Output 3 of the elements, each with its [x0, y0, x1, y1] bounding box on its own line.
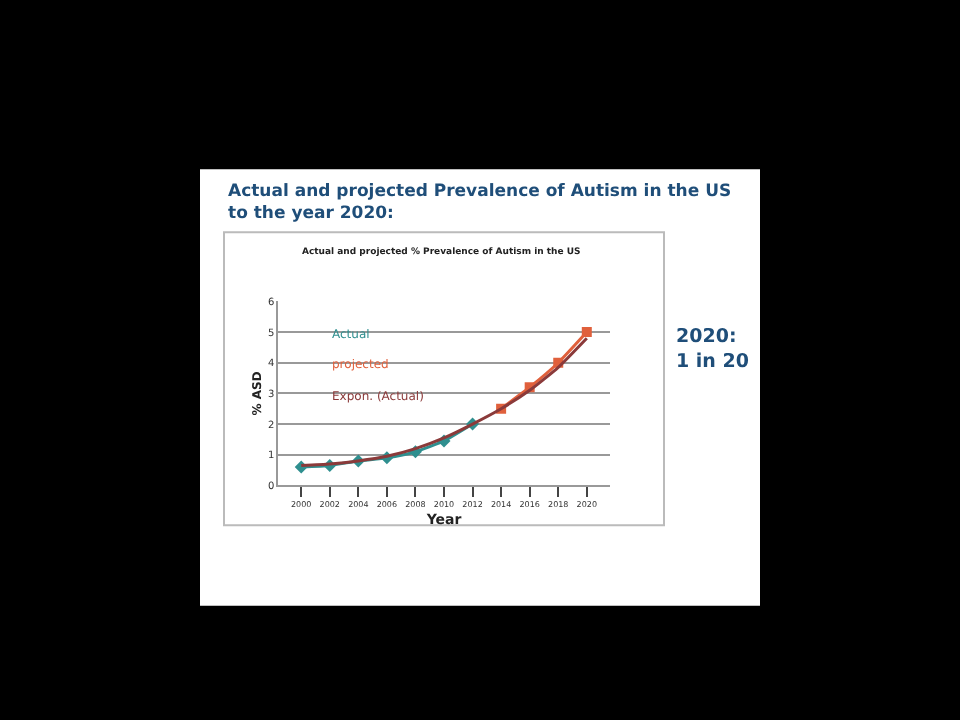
- chart-title: Actual and projected Prevalence of Autism in the US to the year 2020:: [228, 182, 732, 225]
- point: [581, 327, 592, 338]
- text: 2020: 1 in 20: [676, 326, 750, 373]
